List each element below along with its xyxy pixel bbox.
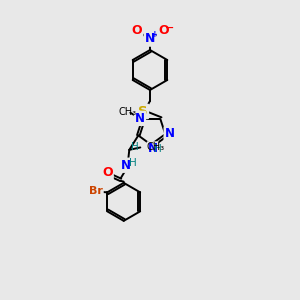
Text: N: N [165,127,175,140]
Text: Br: Br [89,186,103,196]
Text: CH₃: CH₃ [147,142,165,152]
Text: H: H [154,144,162,154]
Text: O: O [131,24,142,37]
Text: N: N [145,32,155,46]
Text: H: H [131,142,139,152]
Text: N: N [121,159,131,172]
Text: +: + [151,30,158,39]
Text: N: N [135,112,145,125]
Text: O: O [158,24,169,37]
Text: CH₃: CH₃ [119,107,137,117]
Text: O: O [102,166,112,179]
Text: S: S [138,105,148,118]
Text: H: H [129,158,137,168]
Text: N: N [148,142,158,155]
Text: −: − [165,22,175,32]
